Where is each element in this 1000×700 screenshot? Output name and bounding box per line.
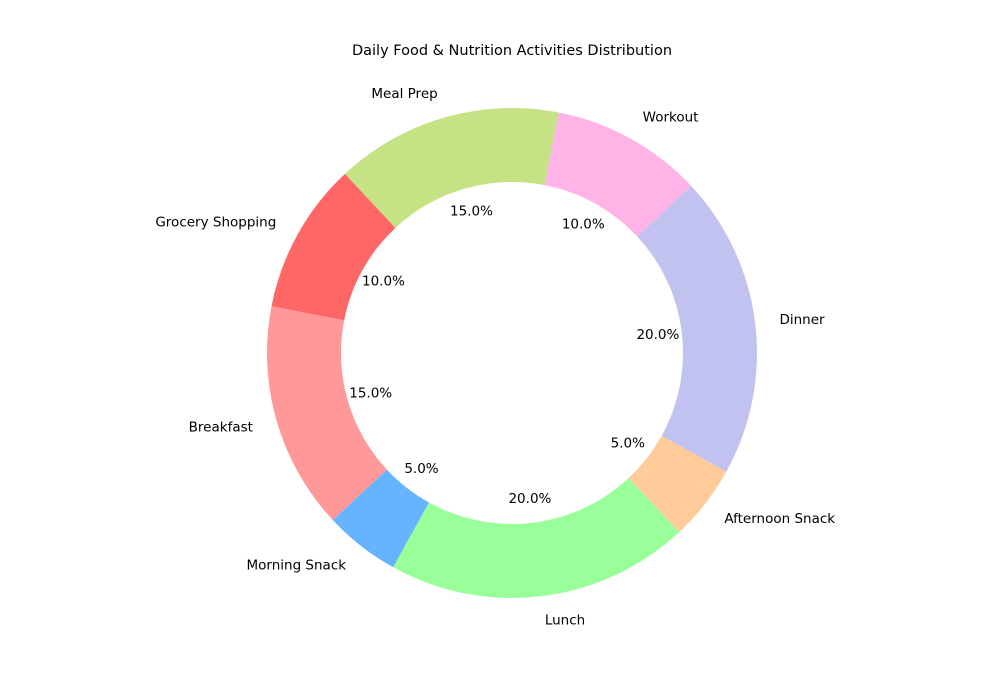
- slice-afternoon-snack: [628, 435, 727, 533]
- slice-workout: [544, 112, 692, 237]
- donut-slices: [267, 108, 757, 598]
- label-lunch: Lunch: [545, 612, 585, 628]
- pct-meal-prep: 15.0%: [450, 204, 493, 220]
- label-morning-snack: Morning Snack: [246, 557, 346, 573]
- label-dinner: Dinner: [779, 312, 825, 328]
- pct-lunch: 20.0%: [508, 491, 551, 507]
- slice-labels: Meal Prep Grocery Shopping Breakfast Mornin…: [155, 86, 835, 629]
- label-afternoon-snack: Afternoon Snack: [724, 511, 835, 527]
- slice-grocery-shopping: [271, 173, 396, 321]
- percentage-labels: 15.0% 10.0% 15.0% 5.0% 20.0% 5.0% 20.0% 10.0%: [349, 204, 679, 507]
- pct-breakfast: 15.0%: [349, 386, 392, 402]
- label-grocery-shopping: Grocery Shopping: [155, 214, 276, 230]
- chart-title: Daily Food & Nutrition Activities Distri…: [352, 43, 672, 59]
- pct-morning-snack: 5.0%: [404, 461, 438, 477]
- pct-afternoon-snack: 5.0%: [611, 436, 645, 452]
- pct-grocery-shopping: 10.0%: [362, 274, 405, 290]
- pct-dinner: 20.0%: [636, 327, 679, 343]
- pct-workout: 10.0%: [562, 216, 605, 232]
- label-workout: Workout: [643, 109, 699, 125]
- slice-meal-prep: [344, 108, 559, 228]
- slice-breakfast: [267, 306, 387, 521]
- slice-lunch: [393, 478, 680, 598]
- slice-morning-snack: [332, 469, 430, 568]
- slice-dinner: [637, 185, 757, 472]
- label-breakfast: Breakfast: [189, 419, 253, 435]
- label-meal-prep: Meal Prep: [371, 86, 437, 102]
